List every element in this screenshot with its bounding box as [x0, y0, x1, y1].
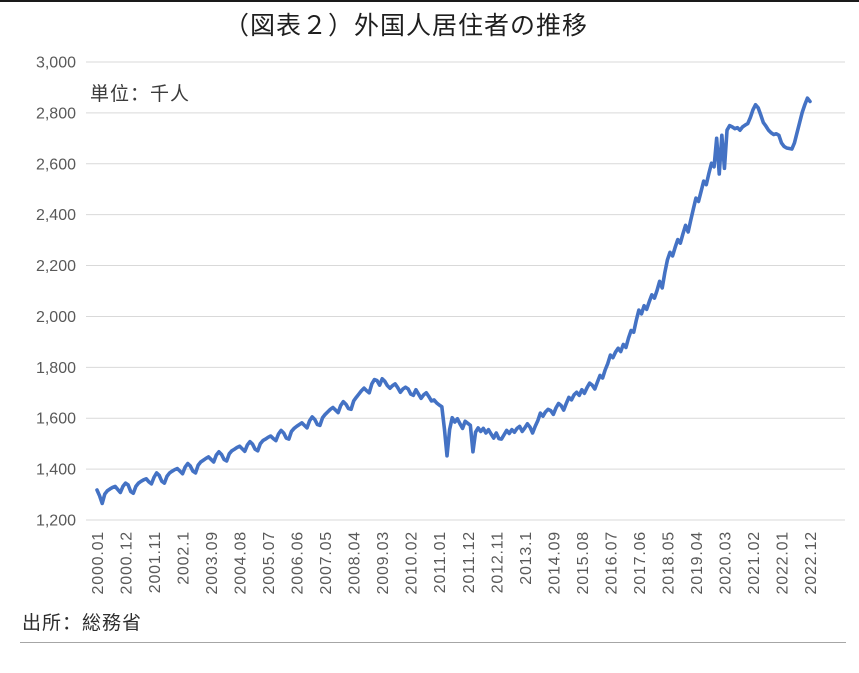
x-axis-tick-label: 2005.07 — [261, 531, 278, 594]
data-series-line — [95, 96, 812, 506]
x-axis-tick-label: 2013.1 — [518, 531, 535, 585]
x-axis-tick-label: 2000.01 — [90, 531, 107, 594]
x-axis-tick-label: 2022.01 — [774, 531, 791, 594]
y-axis-tick-label: 1,200 — [36, 513, 76, 530]
x-axis-tick-label: 2014.09 — [546, 531, 563, 594]
y-axis-tick-label: 3,000 — [36, 55, 76, 72]
x-axis-tick-label: 2022.12 — [803, 531, 820, 594]
x-axis-tick-label: 2016.07 — [603, 531, 620, 594]
y-axis-tick-label: 2,400 — [36, 207, 76, 224]
y-axis-tick-label: 2,800 — [36, 105, 76, 122]
x-axis-tick-label: 2009.03 — [375, 531, 392, 594]
x-axis-tick-label: 2002.1 — [176, 531, 193, 585]
x-axis-tick-label: 2008.04 — [347, 531, 364, 594]
chart-title: （図表２）外国人居住者の推移 — [223, 12, 588, 40]
source-label: 出所：総務省 — [22, 613, 143, 634]
y-axis-tick-label: 1,600 — [36, 411, 76, 428]
x-axis-tick-label: 2011.01 — [432, 531, 449, 593]
y-axis-tick-label: 1,400 — [36, 462, 76, 479]
y-axis-tick-label: 2,200 — [36, 258, 76, 275]
x-axis-tick-label: 2004.08 — [233, 531, 250, 594]
bottom-rule — [20, 642, 846, 643]
x-axis-tick-label: 2007.05 — [318, 531, 335, 594]
x-axis-tick-label: 2012.11 — [489, 531, 506, 593]
x-axis-tick-label: 2021.02 — [746, 531, 763, 594]
x-axis-tick-label: 2011.12 — [461, 531, 478, 593]
x-axis-tick-label: 2020.03 — [717, 531, 734, 594]
y-axis-tick-label: 2,000 — [36, 309, 76, 326]
x-axis-tick-label: 2017.06 — [632, 531, 649, 594]
x-axis-tick-label: 2006.06 — [290, 531, 307, 594]
x-axis-tick-label: 2000.12 — [119, 531, 136, 594]
x-axis-tick-label: 2003.09 — [204, 531, 221, 594]
y-axis-tick-label: 2,600 — [36, 156, 76, 173]
x-axis-tick-label: 2001.11 — [147, 531, 164, 593]
x-axis-tick-label: 2015.08 — [575, 531, 592, 594]
y-axis-tick-label: 1,800 — [36, 360, 76, 377]
top-border-rule — [0, 0, 859, 2]
x-axis-tick-label: 2018.05 — [660, 531, 677, 594]
unit-label: 単位：千人 — [90, 84, 191, 105]
x-axis-tick-label: 2019.04 — [689, 531, 706, 594]
x-axis-tick-label: 2010.02 — [404, 531, 421, 594]
